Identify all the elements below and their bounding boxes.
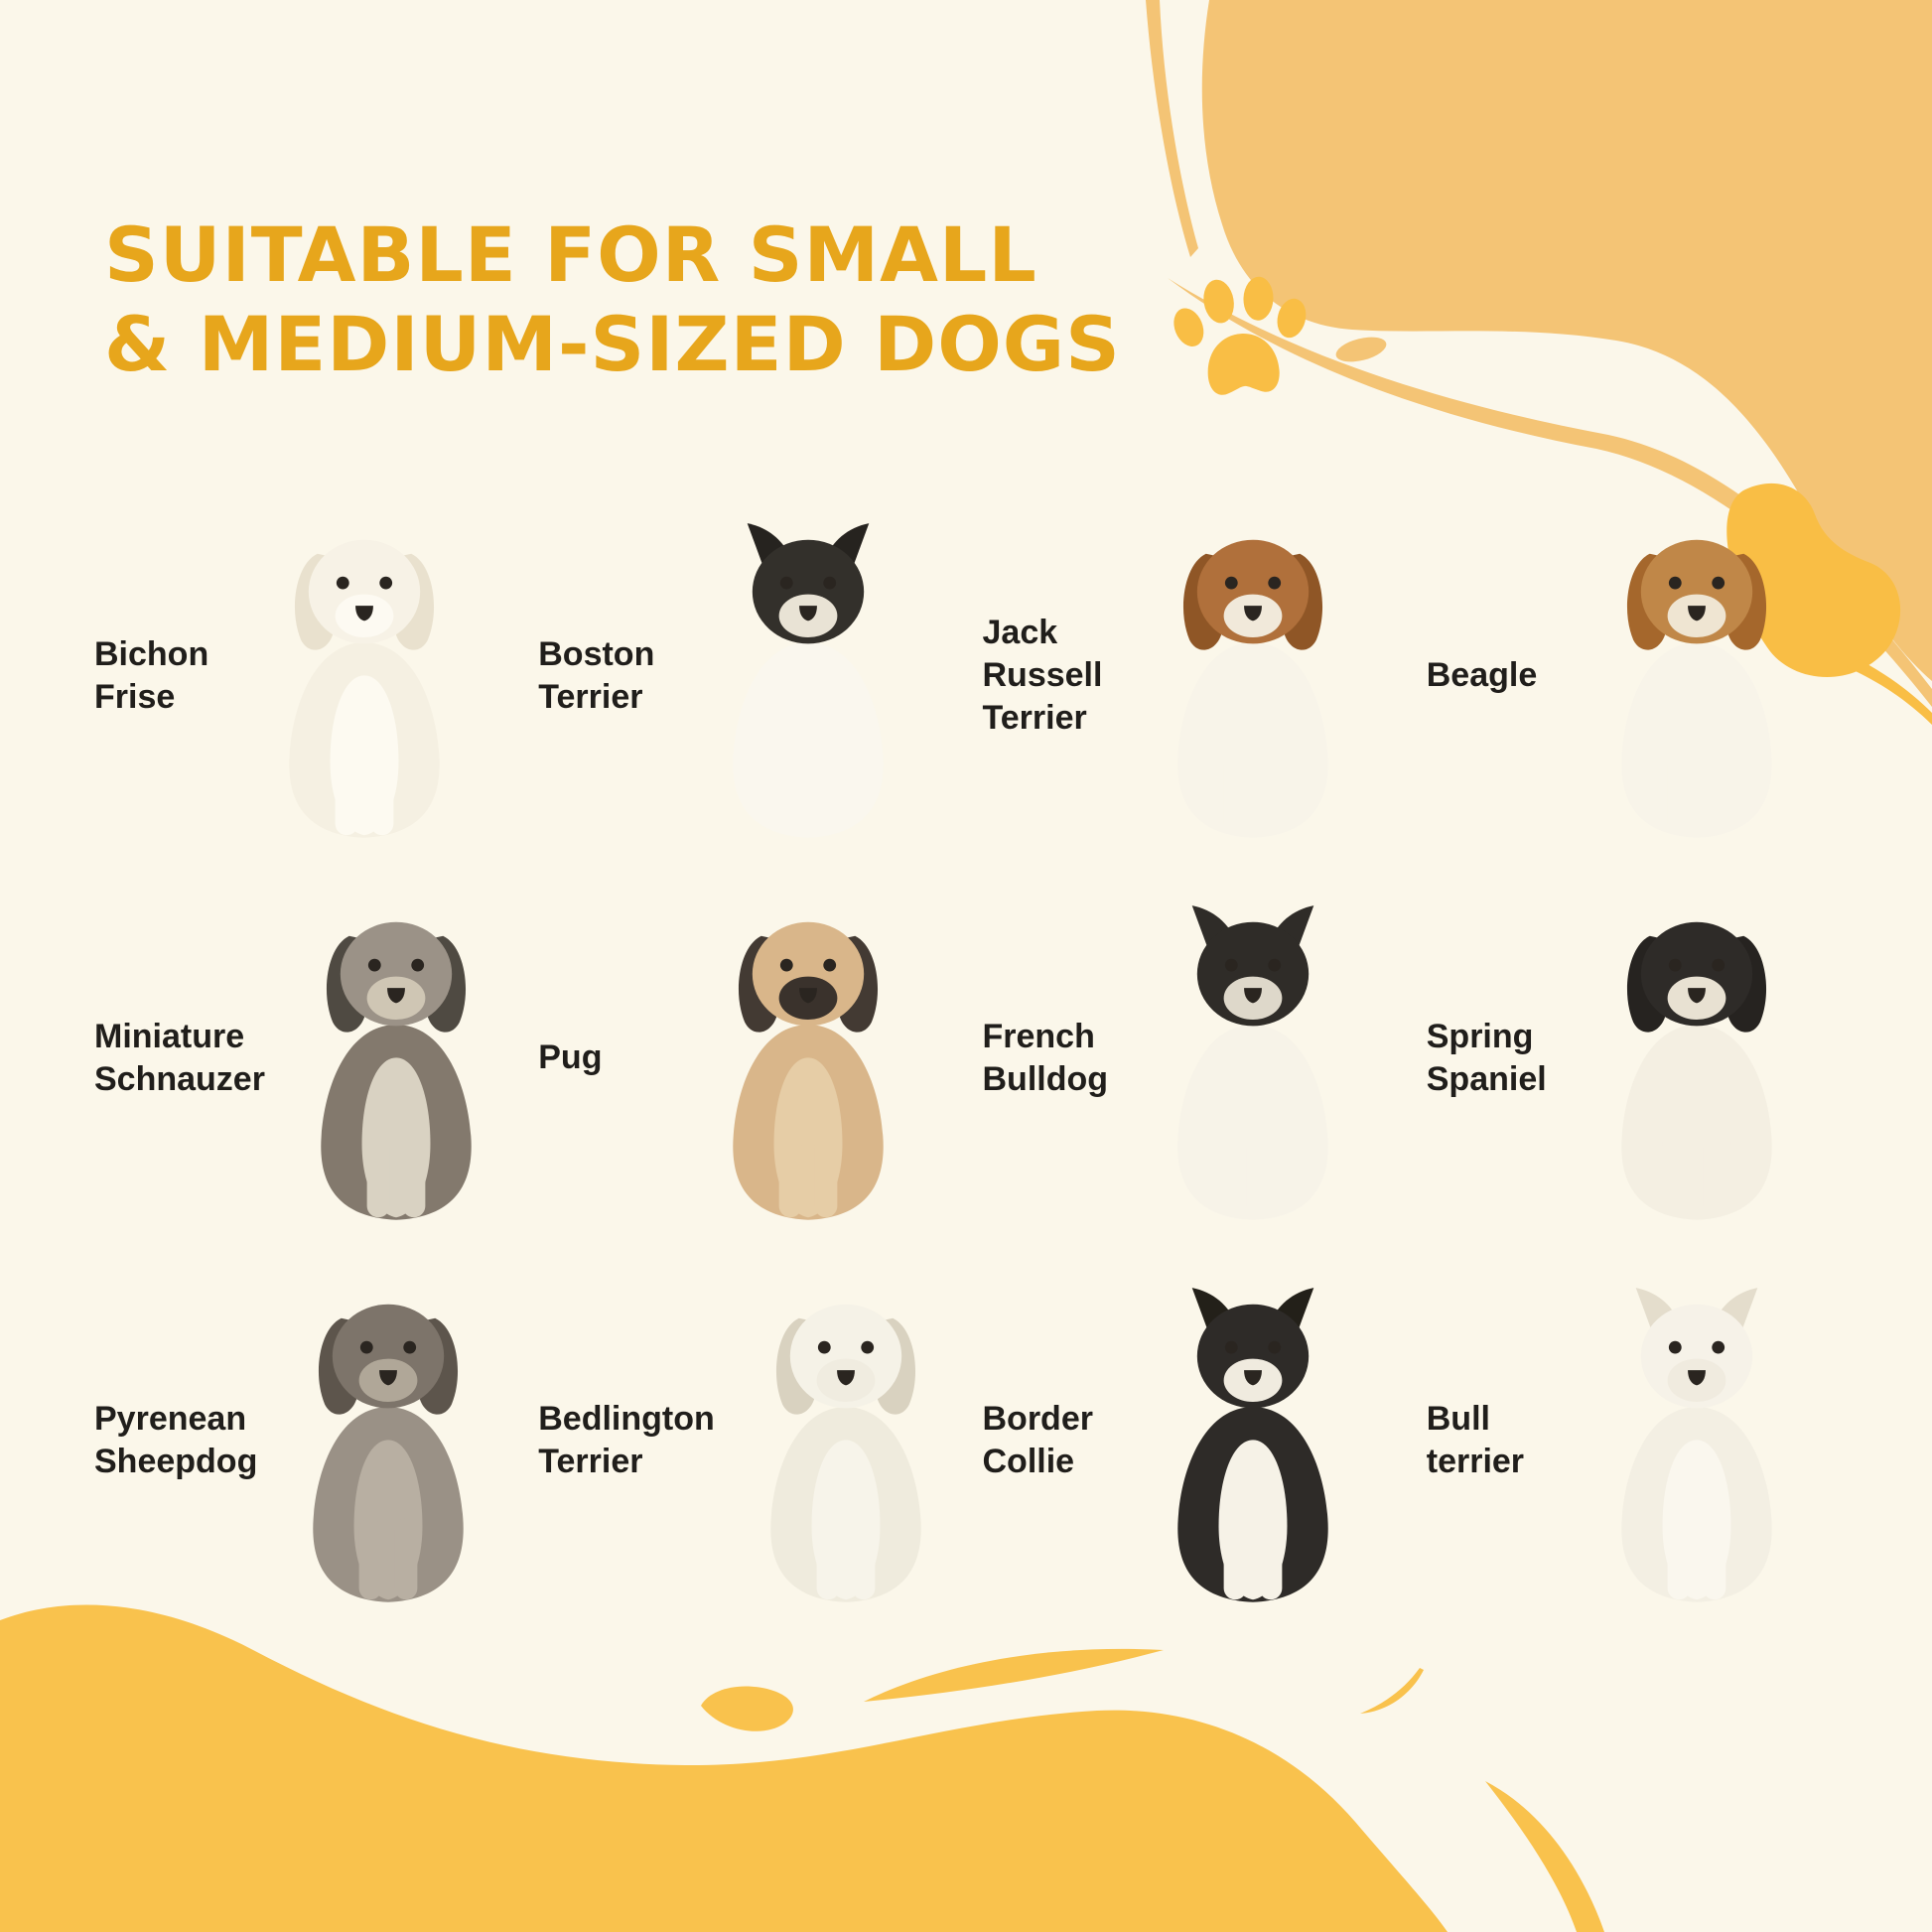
breed-item: Border Collie (983, 1249, 1419, 1631)
breed-grid: Bichon Frise (94, 484, 1863, 1631)
breed-item: Bichon Frise (94, 484, 530, 867)
dog-photo (733, 522, 884, 838)
breed-item: Bull terrier (1427, 1249, 1863, 1631)
breed-item: Miniature Schnauzer (94, 867, 530, 1249)
dog-photo (321, 921, 472, 1220)
breed-label: Spring Spaniel (1426, 1017, 1547, 1098)
breed-item: Boston Terrier (538, 484, 974, 867)
seed-icon (1335, 337, 1387, 362)
breed-label: Bull terrier (1426, 1399, 1525, 1480)
dog-photo (1176, 904, 1328, 1220)
breed-label: Bedlington Terrier (538, 1399, 715, 1480)
breed-label: Miniature Schnauzer (94, 1017, 265, 1098)
dog-photo (1621, 921, 1772, 1220)
breed-item: Spring Spaniel (1427, 867, 1863, 1249)
breed-item: French Bulldog (983, 867, 1419, 1249)
dog-photo (1621, 1287, 1772, 1602)
dog-photo (1176, 1287, 1328, 1602)
breed-label: Jack Russell Terrier (982, 614, 1103, 737)
paw-print-icon (1173, 276, 1307, 395)
poster-title: SUITABLE FOR SMALL & MEDIUM-SIZED DOGS (104, 210, 1121, 389)
dog-photo (770, 1304, 921, 1602)
breed-label: Border Collie (982, 1399, 1093, 1480)
breed-label: Bichon Frise (94, 634, 209, 716)
bottom-wave (0, 1604, 1448, 1932)
bottom-claw-icon (1360, 1668, 1424, 1714)
breed-item: Jack Russell Terrier (983, 484, 1419, 867)
breed-label: Pyrenean Sheepdog (94, 1399, 258, 1480)
dog-photo (733, 921, 884, 1220)
poster-title-line1: SUITABLE FOR SMALL (104, 210, 1037, 299)
breed-label: Beagle (1426, 656, 1538, 695)
dog-photo (1176, 539, 1328, 838)
breed-label: Pug (538, 1038, 603, 1077)
breed-label: Boston Terrier (538, 634, 655, 716)
breed-item: Pug (538, 867, 974, 1249)
poster-title-line2: & MEDIUM-SIZED DOGS (104, 300, 1121, 388)
dog-photo (1621, 539, 1772, 838)
blob-stroke-line-icon (1146, 0, 1198, 257)
bottom-crescent-icon (864, 1648, 1164, 1702)
dog-photo (313, 1304, 465, 1602)
breed-item: Bedlington Terrier (538, 1249, 974, 1631)
breed-item: Beagle (1427, 484, 1863, 867)
wave-sliver-icon (1485, 1781, 1604, 1932)
breed-label: French Bulldog (982, 1017, 1109, 1098)
dog-photo (289, 539, 440, 838)
bottom-seed-icon (701, 1686, 793, 1731)
breed-item: Pyrenean Sheepdog (94, 1249, 530, 1631)
